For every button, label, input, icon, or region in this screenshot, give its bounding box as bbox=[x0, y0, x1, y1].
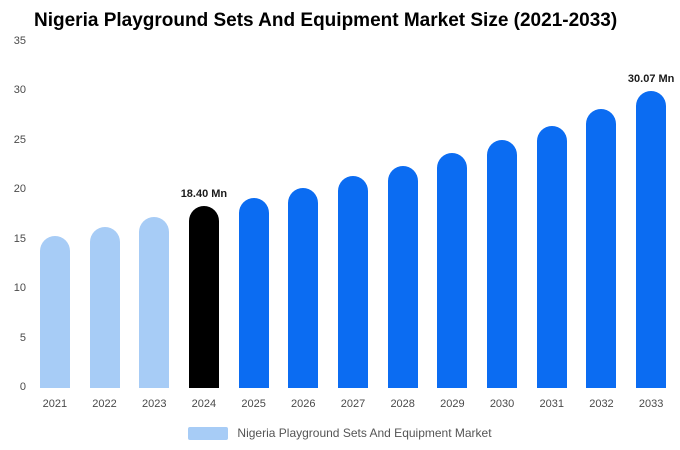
y-tick-label-25: 25 bbox=[13, 133, 26, 146]
y-tick-label-20: 20 bbox=[13, 183, 26, 196]
x-tick-label-2026: 2026 bbox=[291, 398, 316, 410]
bar-2026 bbox=[288, 188, 319, 388]
value-label-2024: 18.40 Mn bbox=[180, 188, 228, 201]
chart-title: Nigeria Playground Sets And Equipment Ma… bbox=[34, 10, 618, 31]
y-tick-label-15: 15 bbox=[13, 232, 26, 245]
plot-area: 2021 2022 2023 2024 2025 2026 2027 2028 2029 2030… bbox=[14, 35, 676, 410]
x-tick-label-2025: 2025 bbox=[241, 398, 266, 410]
x-tick-label-2024: 2024 bbox=[191, 398, 217, 410]
x-tick-label-2032: 2032 bbox=[589, 398, 614, 410]
x-tick-label-2028: 2028 bbox=[390, 398, 415, 410]
bar-2025 bbox=[238, 198, 269, 388]
y-tick-label-30: 30 bbox=[13, 84, 26, 97]
bar-2029 bbox=[437, 152, 468, 388]
bar-2033 bbox=[636, 90, 667, 388]
bar-2032 bbox=[586, 109, 617, 388]
bar-2030 bbox=[487, 139, 518, 388]
x-tick-label-2029: 2029 bbox=[440, 398, 465, 410]
y-tick-label-0: 0 bbox=[19, 381, 26, 393]
y-tick-label-35: 35 bbox=[13, 35, 26, 47]
x-tick-label-2031: 2031 bbox=[539, 398, 564, 410]
x-tick-label-2033: 2033 bbox=[638, 398, 664, 410]
bar-2023 bbox=[139, 216, 170, 388]
x-tick-label-2021: 2021 bbox=[42, 398, 68, 410]
bar-2027 bbox=[338, 176, 368, 388]
legend: Nigeria Playground Sets And Equipment Ma… bbox=[0, 426, 680, 440]
bar-2022 bbox=[89, 226, 120, 388]
bar-2028 bbox=[387, 165, 418, 388]
x-tick-label-2023: 2023 bbox=[141, 398, 167, 410]
y-tick-label-10: 10 bbox=[13, 282, 26, 295]
bar-2031 bbox=[536, 126, 567, 388]
x-tick-label-2022: 2022 bbox=[92, 398, 117, 410]
bar-2024 bbox=[188, 206, 219, 388]
legend-label: Nigeria Playground Sets And Equipment Ma… bbox=[237, 426, 492, 440]
x-tick-label-2030: 2030 bbox=[489, 398, 515, 410]
bar-2021 bbox=[39, 235, 70, 388]
value-label-2033: 30.07 Mn bbox=[627, 72, 675, 85]
legend-swatch bbox=[188, 426, 229, 440]
x-tick-label-2027: 2027 bbox=[340, 398, 366, 410]
y-tick-label-5: 5 bbox=[19, 331, 26, 344]
